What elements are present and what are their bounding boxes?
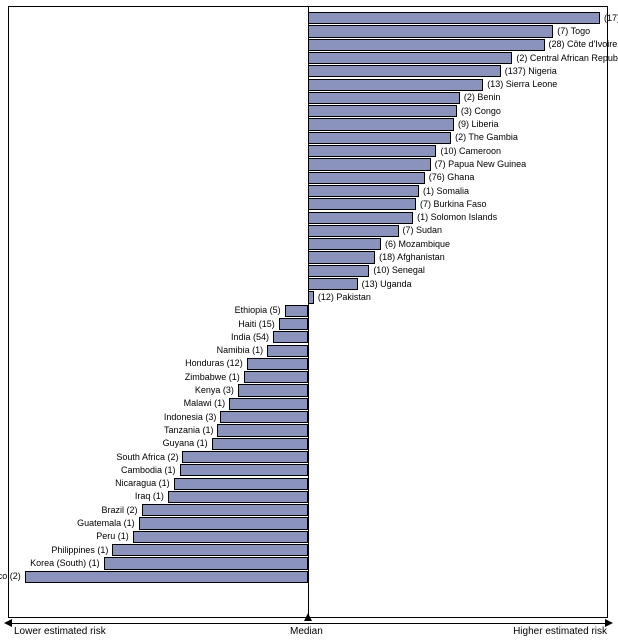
- bar-label: (76) Ghana: [429, 173, 475, 182]
- bar: [174, 478, 308, 490]
- bar-label: Iraq (1): [135, 492, 164, 501]
- bar: [308, 65, 501, 77]
- axis-label-center: Median: [290, 626, 323, 637]
- bar: [308, 238, 381, 250]
- bar: [133, 531, 308, 543]
- axis-label-left: Lower estimated risk: [14, 626, 106, 637]
- bar: [308, 52, 512, 64]
- bar-label: Namibia (1): [217, 346, 264, 355]
- bar-label: (7) Papua New Guinea: [435, 160, 527, 169]
- bar-label: (13) Uganda: [362, 280, 412, 289]
- bar-label: India (54): [231, 333, 269, 342]
- bar: [308, 265, 369, 277]
- bar-label: Malawi (1): [184, 399, 226, 408]
- bar: [142, 504, 308, 516]
- bar: [244, 371, 308, 383]
- bar-label: (10) Senegal: [373, 266, 425, 275]
- bar-label: (137) Nigeria: [505, 67, 557, 76]
- bar: [267, 345, 308, 357]
- bar-label: (13) Sierra Leone: [487, 80, 557, 89]
- bar-label: (6) Mozambique: [385, 240, 450, 249]
- bar-label: (18) Afghanistan: [379, 253, 445, 262]
- bar-label: Mexico (2): [0, 572, 21, 581]
- bar: [212, 438, 308, 450]
- bar-label: (10) Cameroon: [440, 147, 501, 156]
- bar: [104, 557, 308, 569]
- bar: [308, 105, 457, 117]
- bar: [238, 384, 308, 396]
- bar-label: Kenya (3): [195, 386, 234, 395]
- bar-label: (7) Sudan: [403, 226, 443, 235]
- axis-arrow-left-icon: [4, 619, 12, 627]
- bar: [217, 424, 308, 436]
- bar: [308, 225, 399, 237]
- bar: [308, 198, 416, 210]
- bar-label: (2) Benin: [464, 93, 501, 102]
- bar-label: Philippines (1): [51, 546, 108, 555]
- bar: [308, 145, 436, 157]
- median-arrow-icon: [304, 613, 312, 621]
- bar-label: Guatemala (1): [77, 519, 135, 528]
- bar-label: (9) Liberia: [458, 120, 499, 129]
- bar: [220, 411, 308, 423]
- bar: [308, 158, 431, 170]
- bar: [112, 544, 308, 556]
- bar: [308, 251, 375, 263]
- bar-label: Korea (South) (1): [30, 559, 100, 568]
- bar-label: Haiti (15): [238, 320, 275, 329]
- bar-label: Indonesia (3): [164, 413, 217, 422]
- bar-label: Zimbabwe (1): [185, 373, 240, 382]
- bar: [279, 318, 308, 330]
- bar: [308, 172, 425, 184]
- bar: [308, 92, 460, 104]
- bar: [308, 12, 600, 24]
- bar: [285, 305, 308, 317]
- bar: [308, 118, 454, 130]
- bar-label: (2) Central African Republic: [516, 54, 618, 63]
- bar: [180, 464, 308, 476]
- bar: [308, 39, 545, 51]
- bar: [25, 571, 308, 583]
- bar: [308, 79, 483, 91]
- bar-label: (17) Guinea: [604, 14, 618, 23]
- bar: [308, 291, 314, 303]
- bar-label: (2) The Gambia: [455, 133, 518, 142]
- chart-stage: (17) Guinea (7) Togo (28) Côte d'Ivoire (2)…: [0, 0, 618, 640]
- bar-label: Ethiopia (5): [235, 306, 281, 315]
- bar: [229, 398, 308, 410]
- bar-label: (1) Solomon Islands: [417, 213, 497, 222]
- bar: [308, 132, 451, 144]
- bar: [139, 517, 308, 529]
- bar: [168, 491, 308, 503]
- bar-label: Brazil (2): [102, 506, 138, 515]
- bar-label: (3) Congo: [461, 107, 501, 116]
- bar-label: Peru (1): [96, 532, 129, 541]
- bar-label: (7) Burkina Faso: [420, 200, 487, 209]
- bar-label: Guyana (1): [163, 439, 208, 448]
- bar: [308, 185, 419, 197]
- axis-label-right: Higher estimated risk: [513, 626, 607, 637]
- bar-label: Honduras (12): [185, 359, 243, 368]
- bar-label: (7) Togo: [557, 27, 590, 36]
- bar: [273, 331, 308, 343]
- bar: [182, 451, 308, 463]
- bar-label: (28) Côte d'Ivoire: [549, 40, 618, 49]
- bar-label: Cambodia (1): [121, 466, 176, 475]
- bar-label: Tanzania (1): [164, 426, 214, 435]
- bar: [308, 278, 358, 290]
- axis-line: [12, 623, 605, 624]
- bar: [308, 212, 413, 224]
- bar-label: (12) Pakistan: [318, 293, 371, 302]
- bar-label: South Africa (2): [116, 453, 178, 462]
- bar-label: (1) Somalia: [423, 187, 469, 196]
- bar-label: Nicaragua (1): [115, 479, 170, 488]
- bar: [308, 25, 553, 37]
- bar: [247, 358, 308, 370]
